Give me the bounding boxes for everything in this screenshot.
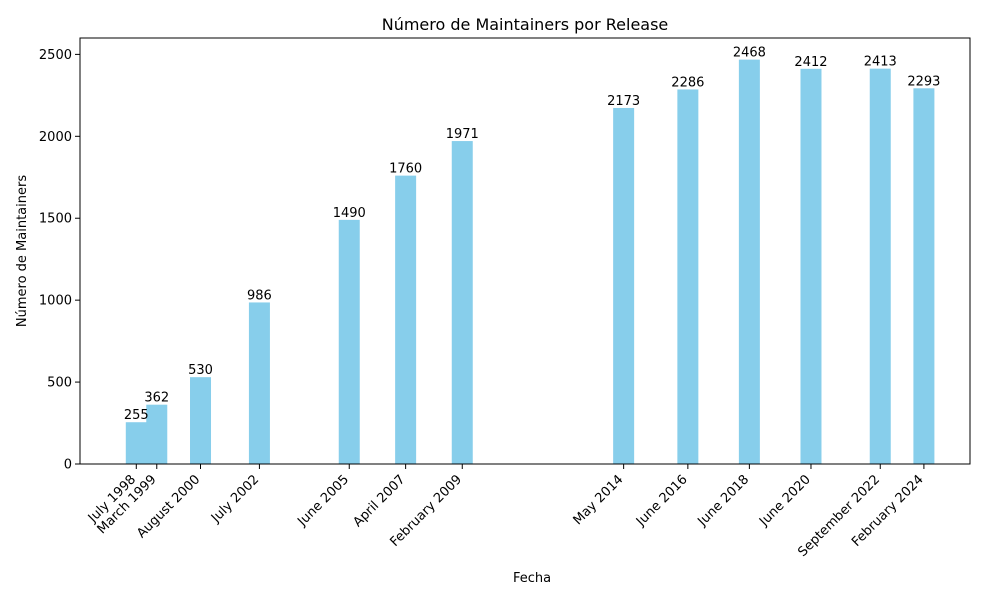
bars-group [125,59,935,465]
x-tick-label: June 2020 [756,472,814,530]
chart-title: Número de Maintainers por Release [382,15,669,34]
bar-value-label: 2412 [794,55,827,70]
bar [677,89,699,464]
y-tick-label: 2000 [39,130,72,145]
y-tick-label: 1500 [39,212,72,227]
y-tick-label: 500 [47,376,72,391]
bar-value-label: 986 [247,288,272,303]
bar [395,175,417,464]
x-tick-label: May 2014 [571,472,627,528]
plot-frame [79,37,971,465]
x-tick-label: July 2002 [208,472,262,526]
bar-value-label: 1760 [389,162,422,177]
bar-value-label: 2468 [733,46,766,61]
bar [738,59,760,465]
y-tick-label: 1000 [39,294,72,309]
bar-value-label: 2173 [607,94,640,109]
bar-value-label: 2293 [907,74,940,89]
bar [451,141,473,464]
bar-value-label: 255 [124,408,149,423]
bar [913,88,935,464]
bar [125,422,147,464]
x-tick-label: June 2016 [633,472,691,530]
y-tick-label: 2500 [39,48,72,63]
bar-labels-group: 255 362 530 986 1490 1760 1971 2173 2286 2468 2412… [124,46,941,424]
bar-value-label: 1971 [446,127,479,142]
bar-value-label: 362 [144,391,169,406]
bar [190,377,212,464]
bar [248,302,270,464]
bar [800,68,822,465]
bar [338,219,360,464]
bar-value-label: 530 [188,363,213,378]
bar [146,404,168,464]
x-tick-label: June 2018 [695,472,753,530]
y-axis: 0 500 1000 1500 2000 2500 [39,48,80,473]
x-tick-label: April 2007 [351,472,409,530]
x-axis-title: Fecha [513,571,551,586]
y-axis-title: Número de Maintainers [15,175,30,327]
y-tick-label: 0 [64,458,72,473]
bar [869,68,891,465]
bar-value-label: 2413 [864,55,897,70]
bar-value-label: 2286 [671,75,704,90]
bar-value-label: 1490 [333,206,366,221]
x-tick-label: June 2005 [294,472,352,530]
bar [613,107,635,464]
